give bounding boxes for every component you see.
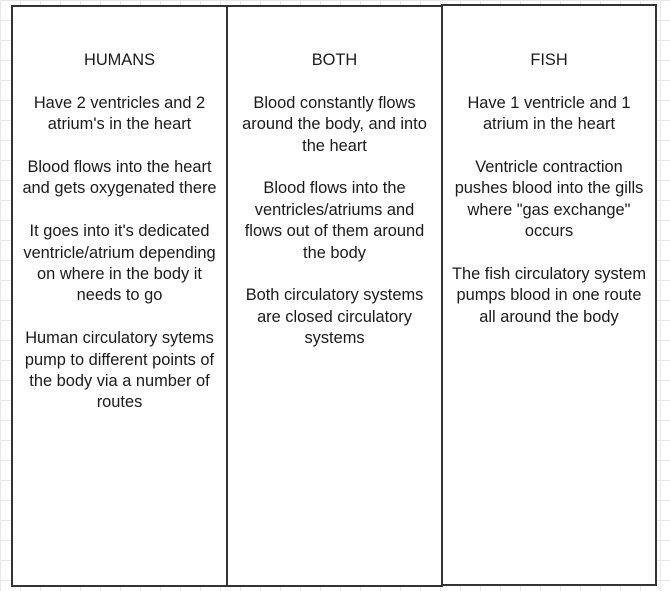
column-title-fish: FISH <box>530 51 568 69</box>
humans-paragraph: Human circulatory sytems pump to differe… <box>24 329 215 412</box>
fish-paragraph: The fish circulatory system pumps blood … <box>451 265 646 326</box>
humans-paragraph: Have 2 ventricles and 2 atrium's in the … <box>33 93 206 134</box>
column-title-humans: HUMANS <box>83 51 156 69</box>
column-fish: FISH Have 1 ventricle and 1 atrium in th… <box>441 4 657 586</box>
humans-paragraph: It goes into it's dedicated ventricle/at… <box>23 222 216 305</box>
both-paragraph: Blood flows into the ventricles/atriums … <box>244 179 425 262</box>
humans-paragraph: Blood flows into the heart and gets oxyg… <box>22 158 217 198</box>
fish-paragraph: Ventricle contraction pushes blood into … <box>454 158 644 241</box>
fish-paragraph: Have 1 ventricle and 1 atrium in the hea… <box>467 93 631 134</box>
column-humans: HUMANS Have 2 ventricles and 2 atrium's … <box>11 5 228 587</box>
both-paragraph: Both circulatory systems are closed circ… <box>245 286 424 348</box>
column-both: BOTH Blood constantly flows around the b… <box>226 5 443 587</box>
column-title-both: BOTH <box>311 51 358 69</box>
both-paragraph: Blood constantly flows around the body, … <box>242 93 427 155</box>
